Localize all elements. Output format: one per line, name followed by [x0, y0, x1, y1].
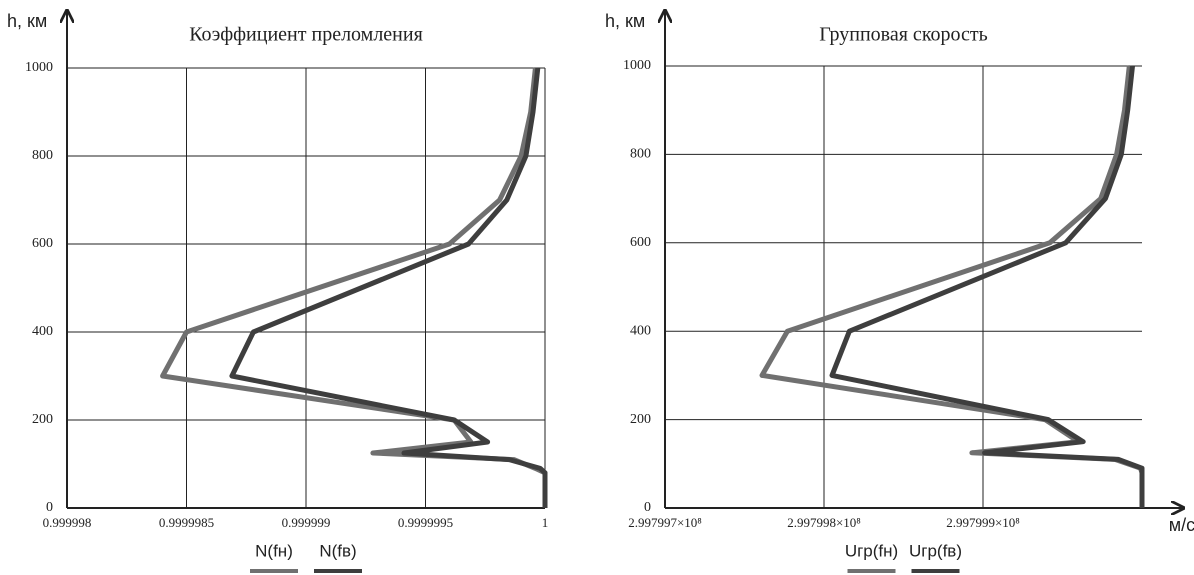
y-tick-label: 200 — [630, 412, 651, 427]
y-tick-label: 400 — [630, 323, 651, 338]
x-tick-label: 0.999998 — [43, 515, 92, 530]
chart-title: Коэффициент преломления — [189, 24, 423, 46]
y-tick-label: 600 — [32, 236, 53, 251]
x-tick-label: 0.9999985 — [159, 515, 214, 530]
y-tick-label: 400 — [32, 324, 53, 339]
series-line — [829, 65, 1145, 508]
x-axis-label: м/с — [1169, 515, 1194, 535]
y-tick-label: 1000 — [623, 58, 651, 73]
y-tick-label: 600 — [630, 235, 651, 250]
x-tick-label: 1 — [542, 515, 549, 530]
x-tick-label: 0.999999 — [282, 515, 331, 530]
y-tick-label: 800 — [32, 148, 53, 163]
y-tick-label: 800 — [630, 147, 651, 162]
y-tick-label: 1000 — [25, 60, 53, 75]
y-tick-label: 0 — [644, 500, 651, 515]
legend-label: N(fн) — [255, 541, 293, 560]
legend-label: Uгр(fн) — [845, 541, 898, 560]
x-tick-label: 0.9999995 — [398, 515, 453, 530]
chart-title: Групповая скорость — [819, 24, 988, 46]
x-tick-label: 2.997997×10⁸ — [628, 515, 702, 530]
y-tick-label: 200 — [32, 412, 53, 427]
legend-label: Uгр(fв) — [909, 541, 962, 560]
y-tick-label: 0 — [46, 500, 53, 515]
y-axis-label: h, км — [605, 11, 645, 31]
series-line — [229, 67, 548, 508]
x-tick-label: 2.997998×10⁸ — [787, 515, 861, 530]
x-tick-label: 2.997999×10⁸ — [946, 515, 1020, 530]
legend-label: N(fв) — [319, 541, 356, 560]
y-axis-label: h, км — [7, 11, 47, 31]
